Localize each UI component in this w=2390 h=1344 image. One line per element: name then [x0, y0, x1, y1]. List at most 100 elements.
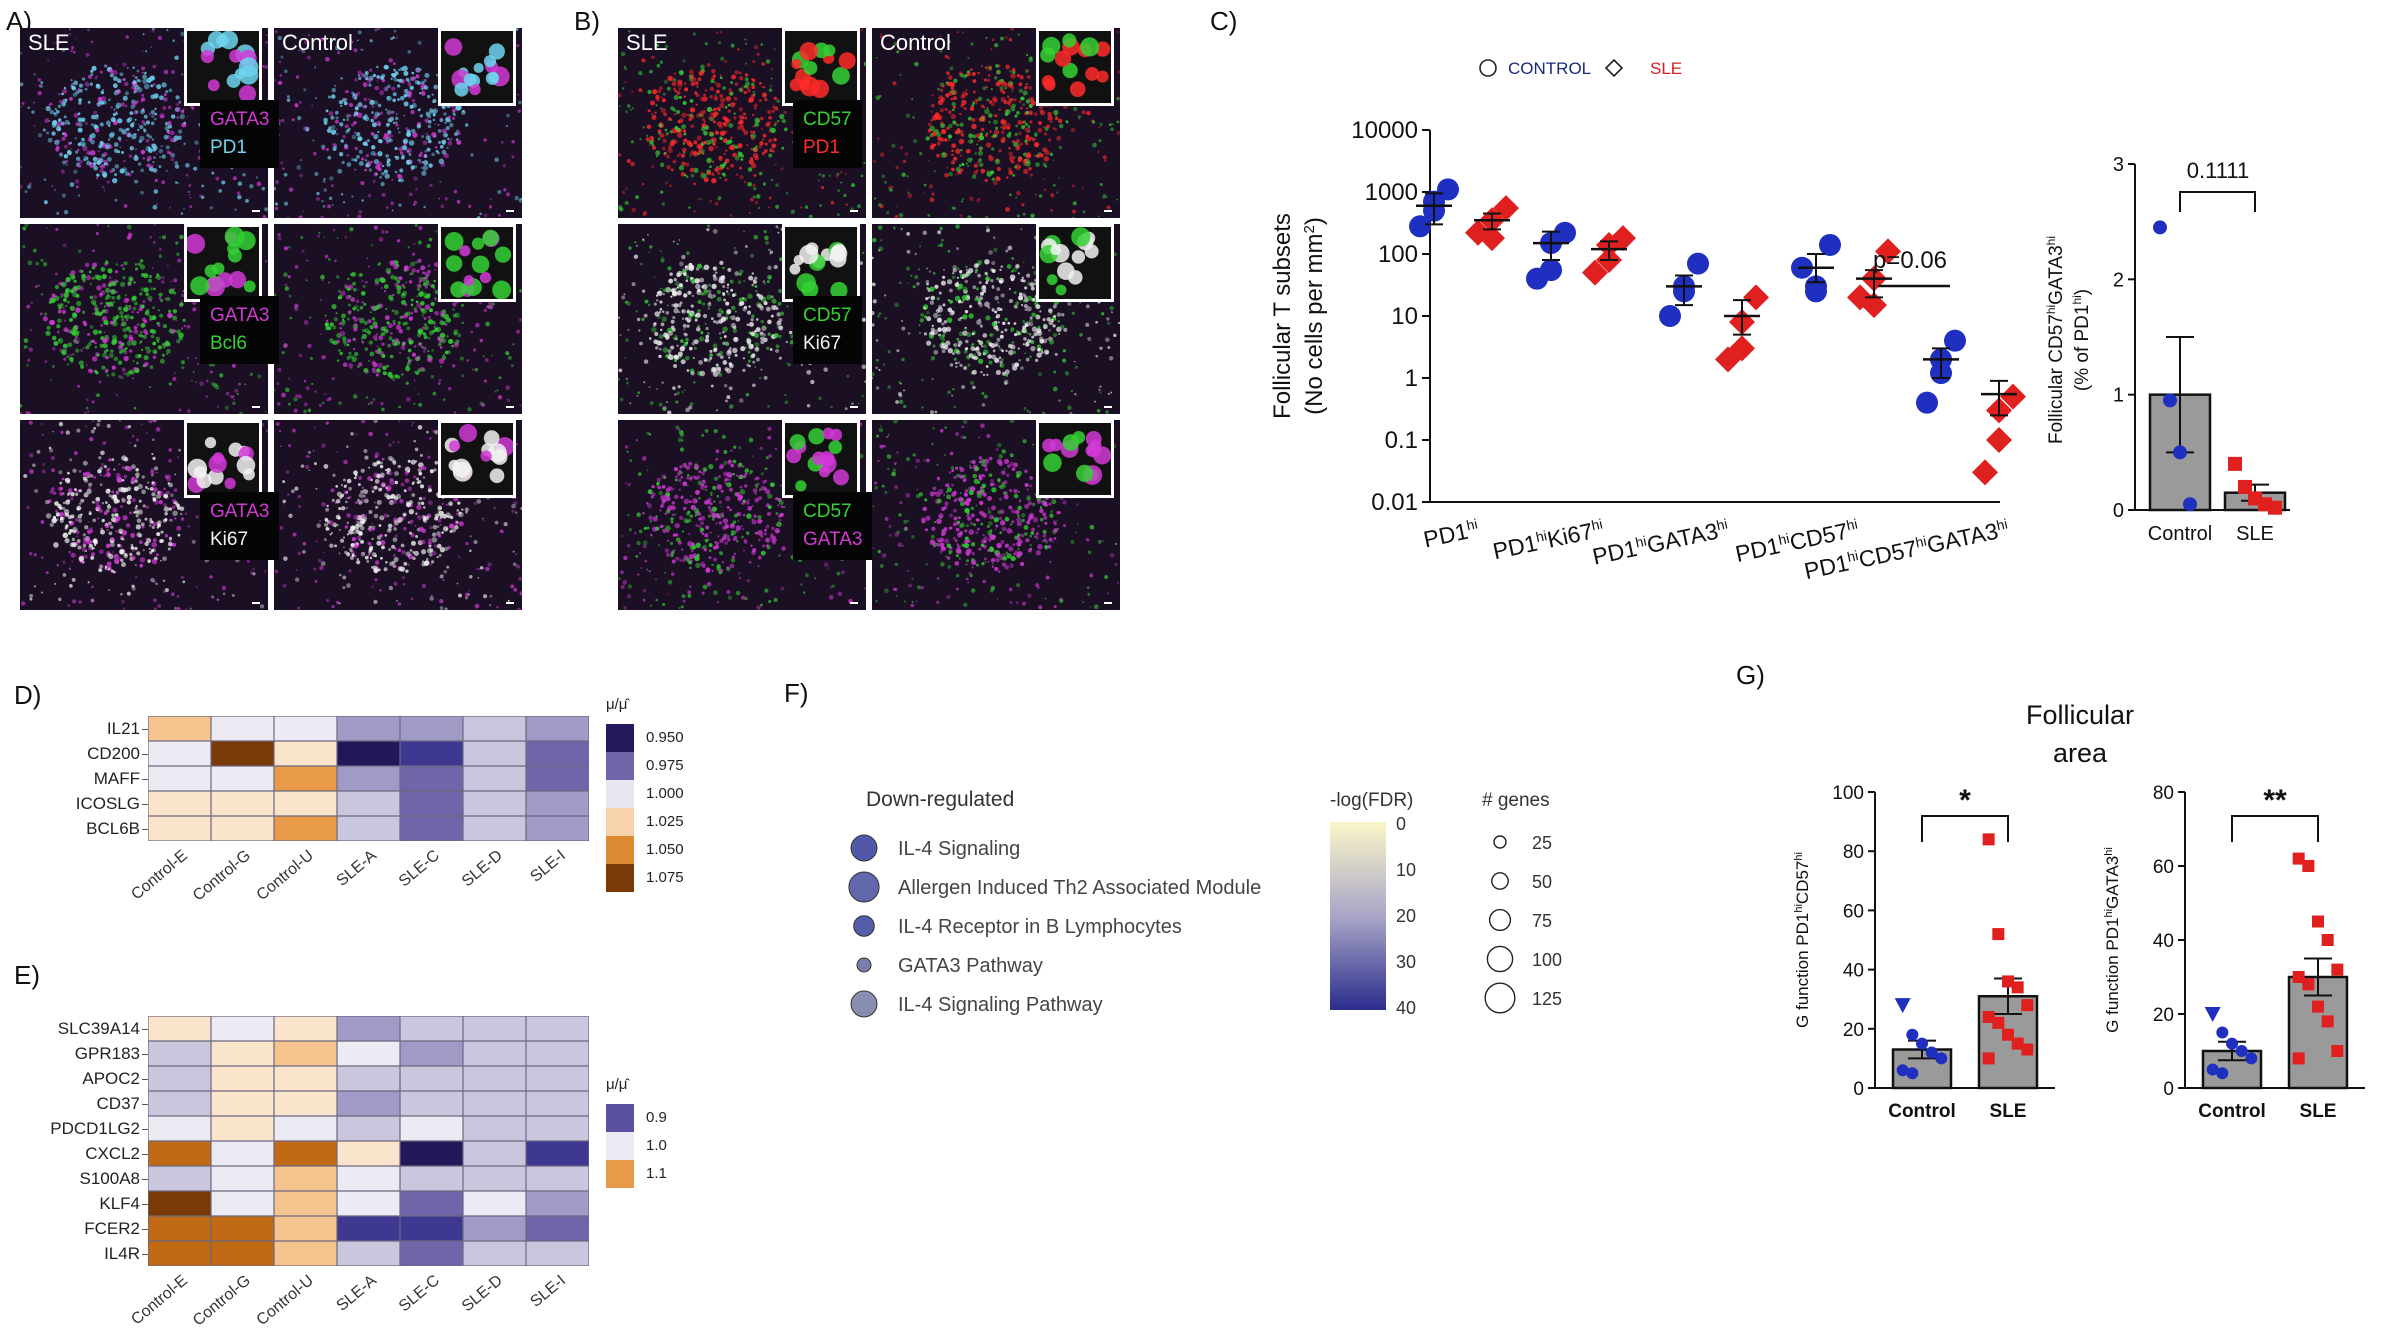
y-tick-label: 80	[2153, 783, 2174, 804]
y-tick-label: 10000	[1351, 117, 1418, 144]
panel-b-image-r2-control	[872, 224, 1120, 414]
heatmap-cell	[400, 716, 463, 741]
gene-label: CD37	[10, 1094, 140, 1114]
sle-point	[2312, 916, 2324, 928]
heatmap-cell	[337, 1016, 400, 1041]
heatmap-cell	[337, 1216, 400, 1241]
heatmap-cell	[148, 1091, 211, 1116]
heatmap-legend-value: 1.0	[646, 1137, 667, 1154]
panel-b-zoom-inset	[1036, 28, 1114, 106]
panel-a-marker-2: PD1	[210, 134, 269, 162]
heatmap-cell	[148, 1241, 211, 1266]
heatmap-cell	[274, 1066, 337, 1091]
control-point	[2216, 1027, 2228, 1039]
panel-a-scale-bar	[252, 406, 260, 408]
heatmap-cell	[148, 1041, 211, 1066]
size-legend-title: # genes	[1482, 790, 1550, 811]
significance-bracket	[1922, 816, 2008, 842]
gene-label: KLF4	[10, 1194, 140, 1214]
heatmap-legend-swatch	[606, 808, 634, 836]
y-tick-label: 0	[2163, 1079, 2174, 1100]
heatmap-legend-swatch	[606, 864, 634, 892]
control-point	[2153, 220, 2167, 234]
heatmap-cell	[148, 716, 211, 741]
heatmap-cell	[211, 1141, 274, 1166]
colorbar-tick-label: 40	[1396, 998, 1416, 1018]
heatmap-legend-swatch	[606, 724, 634, 752]
x-tick-label-control: Control	[1888, 1101, 1956, 1122]
heatmap-cell	[463, 1166, 526, 1191]
panel-a-scale-bar	[506, 210, 514, 212]
sle-point	[2302, 860, 2314, 872]
heatmap-cell	[526, 741, 589, 766]
heatmap-cell	[463, 741, 526, 766]
heatmap-cell	[211, 1116, 274, 1141]
pathway-label: GATA3 Pathway	[898, 955, 1043, 977]
sle-point	[2268, 501, 2282, 515]
heatmap-cell	[148, 1216, 211, 1241]
sle-point	[1972, 459, 1998, 485]
heatmap-legend-title: μ/μ̂	[606, 696, 627, 713]
panel-b-marker-2: GATA3	[803, 526, 862, 554]
gene-label: FCER2	[10, 1219, 140, 1239]
heatmap-cell	[211, 1091, 274, 1116]
colorbar-tick-label: 20	[1396, 906, 1416, 926]
heatmap-cell	[274, 741, 337, 766]
heatmap-cell	[337, 1241, 400, 1266]
heatmap-cell	[337, 1191, 400, 1216]
control-point	[2205, 1007, 2221, 1022]
y-axis-title: G function PD1hiGATA3hi	[2103, 847, 2122, 1033]
heatmap-cell	[400, 766, 463, 791]
heatmap-cell	[274, 716, 337, 741]
size-legend-label: 100	[1532, 950, 1562, 970]
size-legend-label: 75	[1532, 911, 1552, 931]
heatmap-cell	[463, 1041, 526, 1066]
heatmap-cell	[526, 1091, 589, 1116]
panel-a-zoom-inset	[438, 28, 516, 106]
size-legend-label: 50	[1532, 872, 1552, 892]
heatmap-legend-swatch	[606, 752, 634, 780]
y-tick-label: 1	[2113, 385, 2124, 407]
y-tick-label: 1000	[1365, 179, 1418, 206]
panel-a-scale-bar	[252, 210, 260, 212]
pathway-label: IL-4 Signaling	[898, 838, 1020, 860]
panel-g-title-line1: Follicular	[2000, 696, 2160, 734]
gene-label: S100A8	[10, 1169, 140, 1189]
heatmap-legend-value: 0.975	[646, 757, 684, 774]
heatmap-cell	[148, 1066, 211, 1091]
heatmap-cell	[400, 1191, 463, 1216]
panel-b-zoom-inset	[782, 28, 860, 106]
panel-b-marker-1: CD57	[803, 106, 852, 134]
panel-b-label: B)	[574, 6, 600, 37]
heatmap-legend-swatch	[606, 1132, 634, 1160]
x-tick-label-sle: SLE	[2300, 1101, 2337, 1122]
panel-g-title-line2: area	[2000, 734, 2160, 772]
colorbar-tick-label: 0	[1396, 814, 1406, 834]
panel-b-zoom-inset	[1036, 224, 1114, 302]
significance-stars: *	[1959, 784, 1971, 817]
panel-a-scale-bar	[252, 602, 260, 604]
heatmap-cell	[274, 1191, 337, 1216]
heatmap-cell	[211, 1241, 274, 1266]
panel-b-control-title: Control	[880, 30, 951, 56]
heatmap-cell	[211, 1191, 274, 1216]
sle-point	[2293, 1052, 2305, 1064]
heatmap-cell	[463, 1141, 526, 1166]
heatmap-legend-swatch	[606, 836, 634, 864]
y-axis-title-line2: (No cells per mm2)	[1301, 217, 1329, 415]
heatmap-legend-value: 0.9	[646, 1109, 667, 1126]
control-point	[1526, 268, 1548, 290]
control-point	[1916, 1038, 1928, 1050]
panel-g-label: G)	[1736, 660, 1765, 691]
sle-point	[2302, 978, 2314, 990]
y-tick-label: 60	[2153, 857, 2174, 878]
heatmap-cell	[463, 716, 526, 741]
heatmap-legend-value: 1.025	[646, 813, 684, 830]
heatmap-legend-title: μ/μ̂	[606, 1076, 627, 1093]
